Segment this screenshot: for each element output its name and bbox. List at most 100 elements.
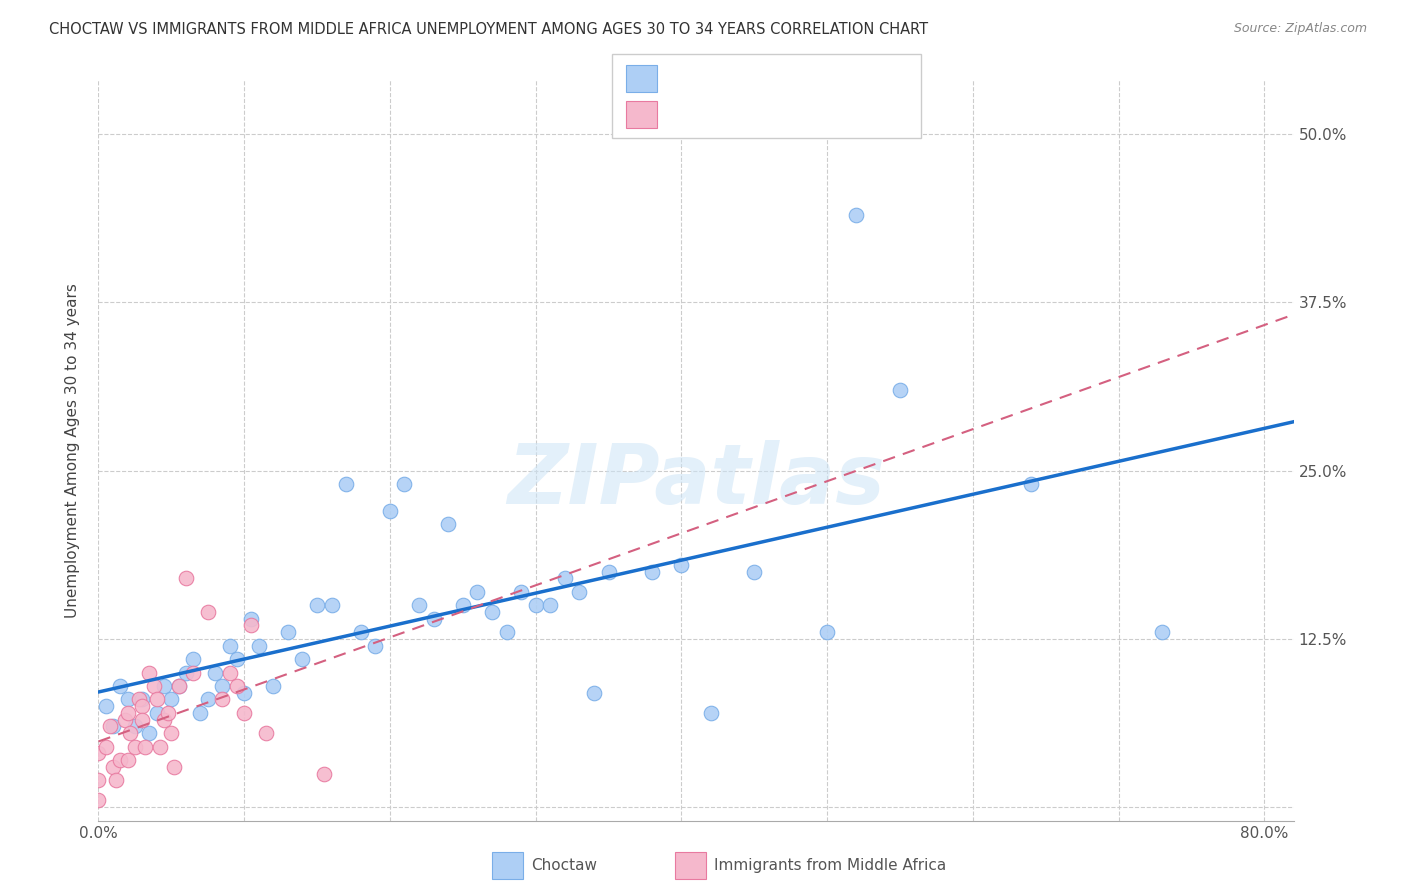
Point (181, 665, 204, 680)
Point (262, 679, 284, 693)
Point (291, 652, 314, 666)
Point (101, 719, 124, 733)
Point (451, 599, 474, 613)
Point (305, 599, 328, 613)
Point (131, 699, 153, 714)
Point (128, 692, 150, 706)
Point (149, 739, 172, 754)
Point (394, 477, 416, 491)
Point (190, 706, 212, 720)
Point (699, 706, 721, 720)
Point (124, 739, 146, 754)
Point (277, 625, 299, 640)
Point (1019, 477, 1042, 491)
Point (167, 679, 190, 693)
Point (87, 773, 110, 788)
Point (167, 679, 190, 693)
Point (495, 625, 517, 640)
Point (110, 679, 132, 693)
Point (120, 726, 142, 740)
Point (335, 477, 357, 491)
Point (104, 773, 127, 788)
Point (124, 719, 146, 733)
Point (641, 565, 664, 579)
Point (225, 652, 247, 666)
Point (211, 692, 233, 706)
Point (218, 665, 240, 680)
Text: 55: 55 (803, 64, 825, 82)
Point (671, 558, 693, 572)
Point (314, 766, 336, 780)
Point (889, 383, 911, 397)
Point (131, 713, 153, 727)
Point (378, 504, 401, 518)
Text: Choctaw: Choctaw (531, 858, 598, 872)
Point (408, 599, 430, 613)
Point (422, 612, 444, 626)
Point (131, 692, 153, 706)
Point (240, 612, 263, 626)
Text: R =: R = (668, 64, 704, 82)
Point (233, 706, 256, 720)
Point (157, 706, 180, 720)
Point (114, 713, 136, 727)
Text: Source: ZipAtlas.com: Source: ZipAtlas.com (1233, 22, 1367, 36)
Point (524, 599, 547, 613)
Y-axis label: Unemployment Among Ages 30 to 34 years: Unemployment Among Ages 30 to 34 years (65, 283, 80, 618)
Point (240, 618, 263, 632)
Text: R =: R = (668, 100, 704, 118)
Point (197, 605, 219, 619)
Point (94, 739, 117, 754)
Point (181, 652, 204, 666)
Point (247, 639, 270, 653)
Point (510, 584, 533, 599)
Point (582, 686, 605, 700)
Point (94, 699, 117, 714)
Point (160, 692, 183, 706)
Point (134, 739, 156, 754)
Text: 0.421: 0.421 (707, 100, 759, 118)
Point (554, 571, 576, 585)
Point (101, 760, 124, 774)
Point (142, 679, 165, 693)
Point (110, 753, 132, 767)
Point (467, 584, 489, 599)
Point (174, 571, 197, 585)
Point (163, 760, 186, 774)
Text: 36: 36 (803, 100, 825, 118)
Point (211, 679, 233, 693)
Point (117, 753, 139, 767)
Point (742, 565, 765, 579)
Point (98, 719, 121, 733)
Point (87, 747, 110, 761)
Point (233, 686, 256, 700)
Point (598, 565, 620, 579)
Point (481, 605, 503, 619)
Point (364, 639, 387, 653)
Point (117, 692, 139, 706)
Point (815, 625, 838, 640)
Point (845, 208, 868, 222)
Point (160, 726, 183, 740)
Point (321, 599, 343, 613)
Text: 0.255: 0.255 (707, 64, 759, 82)
Point (138, 665, 160, 680)
Point (153, 679, 176, 693)
Text: N =: N = (763, 100, 811, 118)
Text: N =: N = (763, 64, 811, 82)
Text: CHOCTAW VS IMMIGRANTS FROM MIDDLE AFRICA UNEMPLOYMENT AMONG AGES 30 TO 34 YEARS : CHOCTAW VS IMMIGRANTS FROM MIDDLE AFRICA… (49, 22, 928, 37)
Point (538, 599, 561, 613)
Point (87, 793, 110, 807)
Point (350, 625, 373, 640)
Point (138, 726, 160, 740)
Point (153, 713, 176, 727)
Point (197, 692, 219, 706)
Point (568, 584, 591, 599)
Point (174, 665, 197, 680)
Text: Immigrants from Middle Africa: Immigrants from Middle Africa (714, 858, 946, 872)
Point (1152, 625, 1174, 640)
Point (437, 517, 460, 532)
Point (225, 679, 247, 693)
Point (117, 706, 139, 720)
Point (145, 692, 167, 706)
